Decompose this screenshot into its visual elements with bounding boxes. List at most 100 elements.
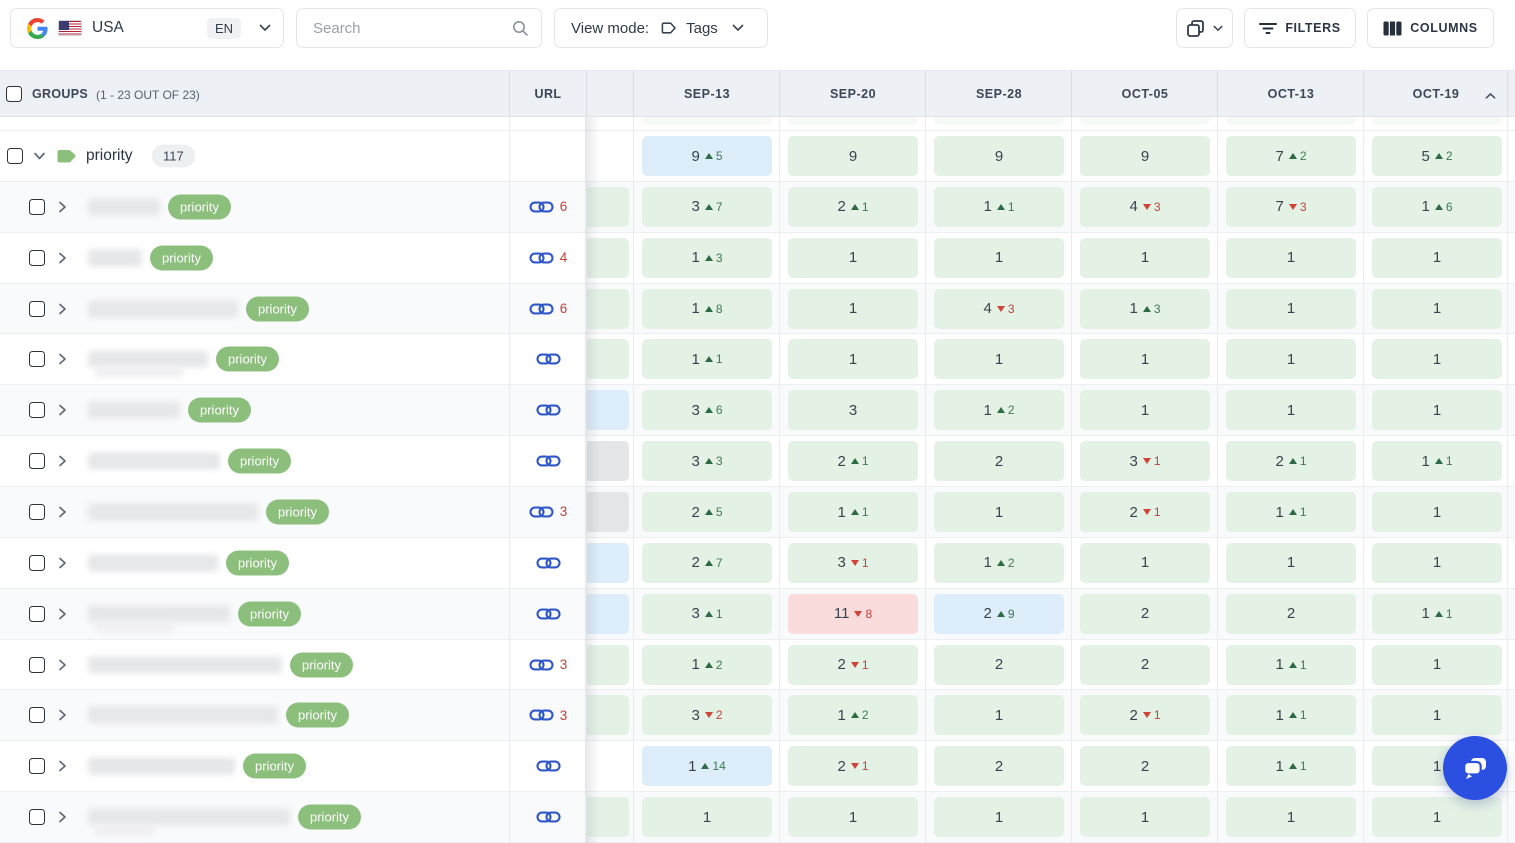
link-icon[interactable]: [535, 606, 561, 622]
link-icon[interactable]: [529, 199, 554, 215]
row-expand-chevron-icon[interactable]: [58, 200, 67, 213]
group-collapse-chevron-icon[interactable]: [33, 151, 46, 160]
rank-cell[interactable]: 1: [642, 797, 772, 838]
row-expand-chevron-icon[interactable]: [58, 404, 67, 417]
rank-cell[interactable]: 11 8: [788, 593, 918, 634]
select-all-checkbox[interactable]: [6, 86, 22, 102]
locale-selector[interactable]: USA EN: [10, 8, 284, 48]
link-icon[interactable]: [529, 657, 554, 673]
row-expand-chevron-icon[interactable]: [58, 505, 67, 518]
date-column-header[interactable]: OCT-13: [1267, 87, 1315, 101]
rank-cell[interactable]: 1 14: [642, 746, 772, 787]
rank-cell[interactable]: 1: [1372, 492, 1502, 533]
partial-rank-cell[interactable]: [587, 441, 629, 482]
rank-cell[interactable]: 1: [1372, 644, 1502, 685]
rank-cell[interactable]: 9: [788, 136, 918, 176]
chat-widget-button[interactable]: [1443, 736, 1507, 800]
rank-cell[interactable]: 2: [934, 644, 1064, 685]
link-icon[interactable]: [529, 301, 554, 317]
rank-cell[interactable]: 1: [1372, 288, 1502, 329]
rank-cell[interactable]: 1: [788, 288, 918, 329]
rank-cell[interactable]: 1: [934, 797, 1064, 838]
link-icon[interactable]: [535, 758, 561, 774]
row-checkbox[interactable]: [29, 198, 45, 215]
row-checkbox[interactable]: [29, 300, 45, 317]
rank-cell[interactable]: 1: [1080, 797, 1210, 838]
keyword-tag-pill[interactable]: priority: [150, 245, 214, 271]
row-expand-chevron-icon[interactable]: [58, 556, 67, 569]
row-expand-chevron-icon[interactable]: [58, 760, 67, 773]
rank-cell[interactable]: 1: [1080, 542, 1210, 583]
keyword-tag-pill[interactable]: priority: [216, 346, 280, 372]
date-column-header-sorted[interactable]: OCT-19: [1364, 87, 1508, 101]
partial-rank-cell[interactable]: [587, 339, 629, 380]
date-column-header[interactable]: OCT-05: [1121, 87, 1169, 101]
rank-cell[interactable]: 1: [934, 695, 1064, 736]
keyword-tag-pill[interactable]: priority: [226, 550, 290, 576]
rank-cell[interactable]: 1: [1080, 339, 1210, 380]
keyword-tag-pill[interactable]: priority: [228, 448, 292, 474]
date-column-header[interactable]: SEP-28: [975, 87, 1023, 101]
search-input[interactable]: [313, 19, 512, 37]
link-icon[interactable]: [535, 453, 561, 469]
rank-cell[interactable]: 1: [788, 339, 918, 380]
keyword-tag-pill[interactable]: priority: [298, 804, 362, 830]
keyword-tag-pill[interactable]: priority: [243, 753, 307, 779]
rank-cell[interactable]: 3: [788, 390, 918, 431]
rank-cell[interactable]: 1: [1372, 695, 1502, 736]
keyword-tag-pill[interactable]: priority: [286, 702, 350, 728]
row-checkbox[interactable]: [29, 554, 45, 571]
link-icon[interactable]: [529, 504, 554, 520]
rank-cell[interactable]: 1: [1226, 390, 1356, 431]
date-column-header[interactable]: SEP-13: [683, 87, 731, 101]
rank-cell[interactable]: 9: [934, 136, 1064, 176]
link-icon[interactable]: [529, 707, 554, 723]
rank-cell[interactable]: 1: [1372, 390, 1502, 431]
rank-cell[interactable]: 1: [1372, 237, 1502, 278]
keyword-tag-pill[interactable]: priority: [168, 194, 232, 220]
rank-cell[interactable]: 1: [788, 237, 918, 278]
row-checkbox[interactable]: [29, 656, 45, 673]
partial-rank-cell[interactable]: [587, 695, 629, 736]
keyword-tag-pill[interactable]: priority: [290, 652, 354, 678]
rank-cell[interactable]: 1: [934, 492, 1064, 533]
partial-rank-cell[interactable]: [587, 288, 629, 329]
link-icon[interactable]: [535, 351, 561, 367]
link-icon[interactable]: [529, 250, 554, 266]
rank-cell[interactable]: 1: [934, 339, 1064, 380]
rank-cell[interactable]: 2: [934, 746, 1064, 787]
row-expand-chevron-icon[interactable]: [58, 302, 67, 315]
rank-cell[interactable]: 1: [1226, 288, 1356, 329]
rank-cell[interactable]: 2: [1080, 746, 1210, 787]
date-column-header[interactable]: SEP-20: [829, 87, 877, 101]
row-checkbox[interactable]: [29, 504, 45, 521]
rank-cell[interactable]: 1: [1226, 797, 1356, 838]
rank-cell[interactable]: 1: [1226, 542, 1356, 583]
row-checkbox[interactable]: [29, 605, 45, 622]
